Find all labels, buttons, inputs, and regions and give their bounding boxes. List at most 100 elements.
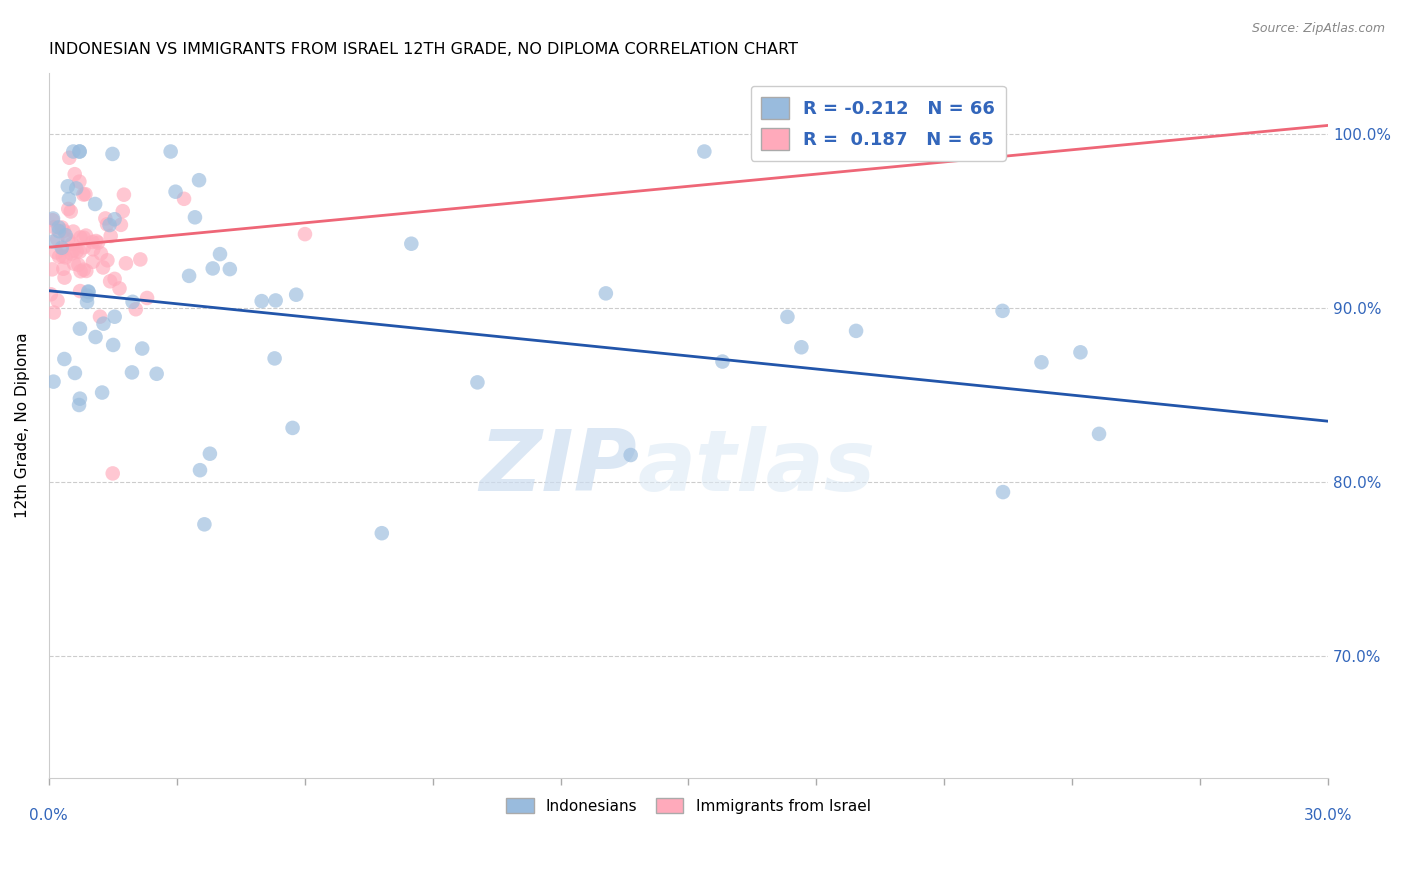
Point <box>145 367 167 381</box>
Point <box>76 289 98 303</box>
Point <box>177 268 200 283</box>
Point <box>63 366 86 380</box>
Point <box>42 235 65 249</box>
Point <box>136 291 159 305</box>
Point <box>94 211 117 226</box>
Point <box>82 235 104 249</box>
Point <box>62 225 84 239</box>
Point <box>66 244 89 259</box>
Point <box>845 324 868 338</box>
Point <box>89 310 111 324</box>
Point <box>218 262 240 277</box>
Point <box>208 247 231 261</box>
Point <box>285 287 308 301</box>
Point <box>39 287 62 301</box>
Point <box>101 467 124 481</box>
Point <box>693 145 716 159</box>
Point <box>73 240 96 254</box>
Point <box>60 246 83 260</box>
Point <box>111 204 134 219</box>
Point <box>193 517 215 532</box>
Point <box>52 249 75 263</box>
Point <box>1069 345 1091 359</box>
Point <box>281 421 304 435</box>
Point <box>41 262 63 277</box>
Point <box>159 145 181 159</box>
Point <box>75 264 97 278</box>
Point <box>264 293 287 308</box>
Point <box>91 385 114 400</box>
Point <box>46 232 69 246</box>
Point <box>55 228 77 243</box>
Text: 30.0%: 30.0% <box>1303 808 1353 823</box>
Point <box>1031 355 1053 369</box>
Text: atlas: atlas <box>637 426 876 509</box>
Point <box>165 185 187 199</box>
Point <box>60 236 83 251</box>
Point <box>82 243 104 257</box>
Point <box>67 398 90 412</box>
Point <box>52 242 75 256</box>
Point <box>93 317 115 331</box>
Point <box>69 284 91 298</box>
Point <box>90 246 112 260</box>
Point <box>98 218 121 232</box>
Point <box>52 261 75 276</box>
Point <box>56 179 79 194</box>
Point <box>108 281 131 295</box>
Point <box>84 234 107 248</box>
Point <box>101 338 124 352</box>
Point <box>776 310 799 324</box>
Y-axis label: 12th Grade, No Diploma: 12th Grade, No Diploma <box>15 333 30 518</box>
Point <box>67 145 90 159</box>
Point <box>72 187 94 202</box>
Point <box>69 244 91 259</box>
Point <box>121 294 143 309</box>
Text: ZIP: ZIP <box>479 426 637 509</box>
Point <box>991 304 1014 318</box>
Point <box>101 147 124 161</box>
Point <box>104 272 127 286</box>
Point <box>75 187 97 202</box>
Point <box>63 167 86 181</box>
Text: Source: ZipAtlas.com: Source: ZipAtlas.com <box>1251 22 1385 36</box>
Point <box>75 228 97 243</box>
Point <box>45 245 67 260</box>
Point <box>129 252 152 267</box>
Point <box>46 293 69 308</box>
Point <box>48 224 70 238</box>
Point <box>201 261 224 276</box>
Point <box>62 244 84 258</box>
Point <box>48 220 70 235</box>
Point <box>103 212 125 227</box>
Point <box>51 241 73 255</box>
Point <box>73 230 96 244</box>
Point <box>371 526 394 541</box>
Point <box>84 330 107 344</box>
Point <box>53 351 76 366</box>
Point <box>55 251 77 265</box>
Point <box>125 302 148 317</box>
Point <box>69 230 91 244</box>
Point <box>184 211 207 225</box>
Point <box>991 485 1014 500</box>
Point <box>115 256 138 270</box>
Legend: Indonesians, Immigrants from Israel: Indonesians, Immigrants from Israel <box>501 791 877 820</box>
Point <box>69 321 91 335</box>
Point <box>59 204 82 219</box>
Point <box>1088 426 1111 441</box>
Point <box>790 340 813 354</box>
Point <box>58 151 80 165</box>
Point <box>69 145 91 159</box>
Point <box>620 448 643 462</box>
Point <box>41 213 63 227</box>
Point <box>294 227 316 241</box>
Point <box>98 274 121 288</box>
Point <box>91 260 114 275</box>
Point <box>188 463 211 477</box>
Point <box>69 392 91 406</box>
Point <box>67 258 90 272</box>
Point <box>42 220 65 235</box>
Point <box>96 217 118 231</box>
Point <box>42 375 65 389</box>
